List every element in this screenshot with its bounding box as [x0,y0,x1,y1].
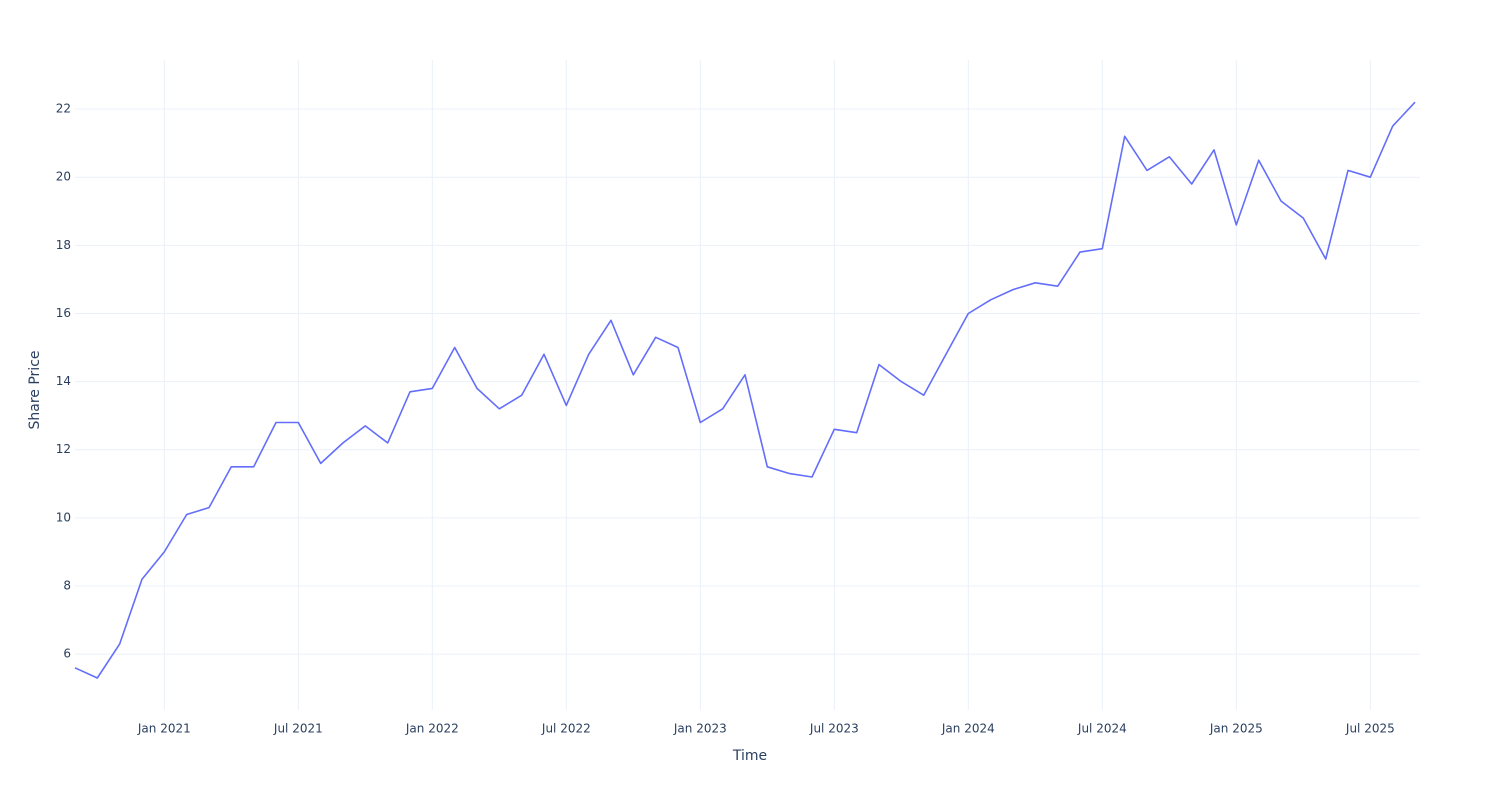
x-tick-label: Jul 2025 [1345,722,1395,736]
y-tick-label: 8 [63,578,71,592]
x-axis-title: Time [732,748,767,764]
y-tick-label: 18 [56,238,71,252]
y-tick-label: 14 [56,374,71,388]
y-tick-label: 16 [56,306,71,320]
x-tick-label: Jan 2022 [405,722,459,736]
x-tick-label: Jul 2024 [1077,722,1127,736]
x-tick-label: Jan 2021 [137,722,191,736]
y-tick-label: 10 [56,510,71,524]
y-tick-label: 22 [56,102,71,116]
x-tick-label: Jul 2023 [809,722,859,736]
y-tick-label: 20 [56,170,71,184]
y-tick-label: 12 [56,442,71,456]
y-tick-label: 6 [63,647,71,661]
x-tick-label: Jan 2023 [673,722,727,736]
x-tick-label: Jul 2021 [273,722,323,736]
x-tick-label: Jul 2022 [541,722,591,736]
line-series [74,101,1416,679]
y-axis-title: Share Price [27,350,43,429]
x-tick-label: Jan 2025 [1209,722,1263,736]
x-tick-label: Jan 2024 [941,722,995,736]
